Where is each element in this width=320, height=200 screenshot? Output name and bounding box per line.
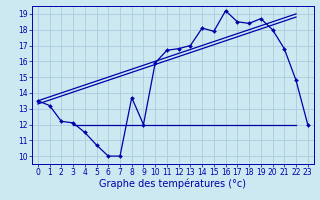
X-axis label: Graphe des températures (°c): Graphe des températures (°c) bbox=[99, 179, 246, 189]
